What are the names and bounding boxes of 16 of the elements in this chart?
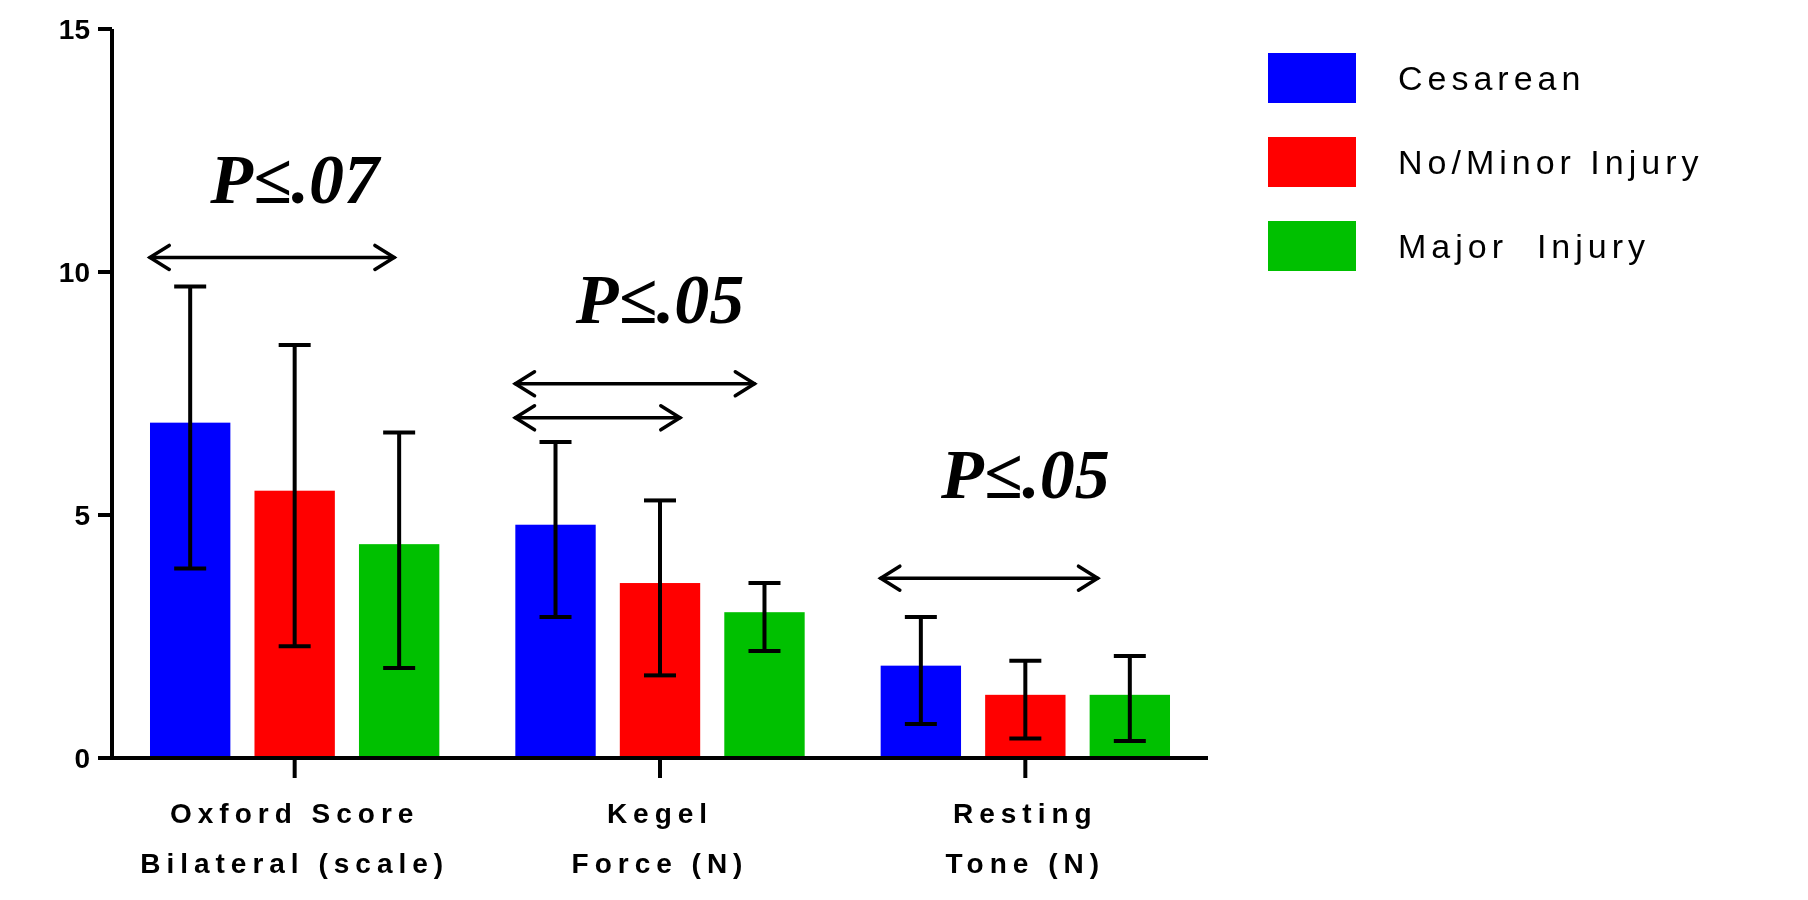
- bar: [150, 422, 231, 758]
- annotation: P≤.05: [939, 436, 1110, 513]
- bar: [515, 524, 596, 758]
- y-tick-label: 0: [74, 742, 90, 774]
- bar: [724, 612, 805, 758]
- x-tick-label: Resting Tone (N): [945, 798, 1106, 879]
- annotation: P≤.05: [574, 261, 745, 338]
- y-tick-label: 15: [58, 13, 90, 45]
- x-tick-label: Kegel Force (N): [571, 798, 749, 879]
- y-tick-label: 5: [74, 499, 90, 531]
- legend-label: Major Injury: [1398, 226, 1651, 265]
- y-tick-label: 10: [58, 256, 90, 288]
- legend-label: No/Minor Injury: [1398, 142, 1704, 181]
- annotation: P≤.07: [209, 141, 382, 218]
- legend-label: Cesarean: [1398, 58, 1586, 97]
- x-tick-label: Oxford Score Bilateral (scale): [140, 798, 450, 879]
